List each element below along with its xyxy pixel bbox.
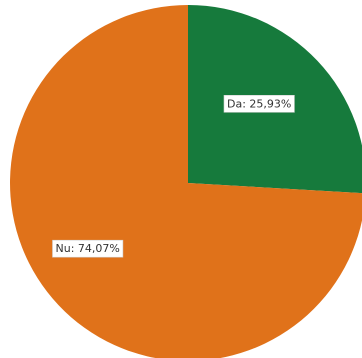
pie-slice-1: [10, 5, 362, 358]
pie-label-0: Da: 25,93%: [223, 95, 295, 113]
pie-labels: Da: 25,93% Nu: 74,07%: [52, 95, 295, 258]
pie-label-text-0: Da: 25,93%: [227, 97, 291, 110]
pie-label-box-1: [52, 239, 124, 258]
pie-slices: [10, 5, 362, 358]
pie-label-box-0: [223, 95, 295, 113]
pie-label-text-1: Nu: 74,07%: [56, 242, 120, 255]
pie-label-1: Nu: 74,07%: [52, 239, 124, 258]
